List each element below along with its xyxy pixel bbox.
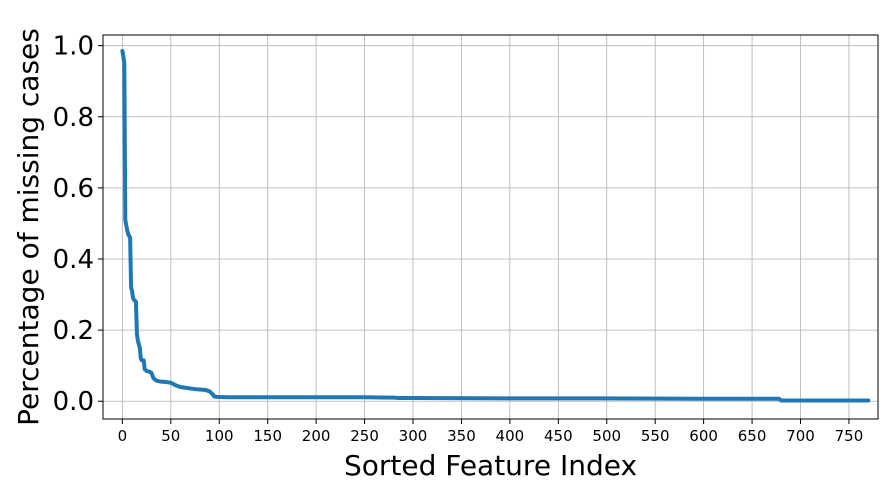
x-tick-label: 0 xyxy=(118,427,128,445)
y-tick-label: 0.6 xyxy=(53,174,94,204)
x-tick-label: 750 xyxy=(835,427,864,445)
x-tick-label: 550 xyxy=(641,427,670,445)
plot-frame xyxy=(102,34,879,420)
x-tick-label: 150 xyxy=(253,427,282,445)
x-tick-label: 450 xyxy=(544,427,573,445)
series-line xyxy=(120,49,871,403)
x-tick-label: 250 xyxy=(350,427,379,445)
x-tick-label: 650 xyxy=(738,427,767,445)
x-tick-label: 200 xyxy=(302,427,331,445)
y-axis-title: Percentage of missing cases xyxy=(12,28,45,426)
series-layer xyxy=(120,49,871,403)
x-tick-label: 700 xyxy=(786,427,815,445)
x-tick-label: 50 xyxy=(161,427,180,445)
x-tick-label: 600 xyxy=(689,427,718,445)
x-tick-label: 400 xyxy=(496,427,525,445)
x-tick-label: 300 xyxy=(399,427,428,445)
x-tick-label: 100 xyxy=(205,427,234,445)
x-ticks: 0 50 100 150 200 250 300 350 400 450 500 550 600 650 7… xyxy=(118,419,864,445)
y-tick-label: 0.2 xyxy=(53,316,94,346)
y-ticks: 0.0 0.2 0.4 0.6 0.8 1.0 xyxy=(53,32,103,417)
x-axis-title: Sorted Feature Index xyxy=(344,449,637,482)
grid-lines xyxy=(103,35,878,419)
y-tick-label: 0.0 xyxy=(53,387,94,417)
x-tick-label: 350 xyxy=(447,427,476,445)
x-tick-label: 500 xyxy=(592,427,621,445)
y-tick-label: 0.4 xyxy=(53,245,94,275)
y-tick-label: 1.0 xyxy=(53,32,94,62)
y-tick-label: 0.8 xyxy=(53,103,94,133)
